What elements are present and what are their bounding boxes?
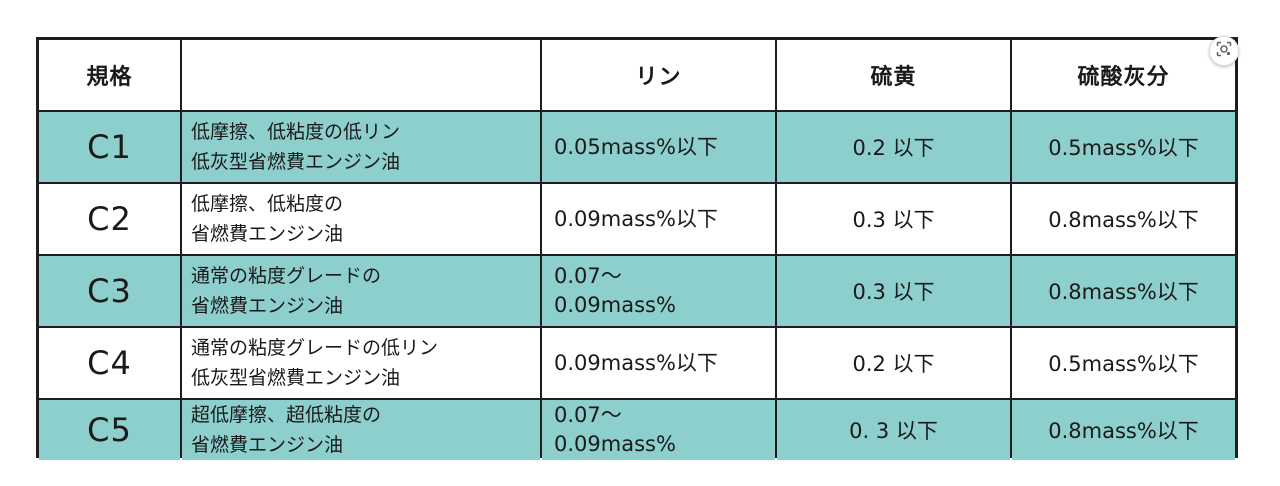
sulfated-ash-cell: 0.5mass%以下 [1012,328,1235,398]
phosphorus-cell: 0.09mass%以下 [542,184,775,254]
sulfated-ash-cell: 0.8mass%以下 [1012,184,1235,254]
phosphorus-cell: 0.05mass%以下 [542,112,775,182]
description-line: 省燃費エンジン油 [191,223,344,245]
description-line: 低灰型省燃費エンジン油 [191,367,401,389]
phosphorus-line: 0.09mass% [554,293,676,317]
header-sulfur: 硫黄 [777,40,1010,110]
sulfur-cell: 0.2 以下 [777,328,1010,398]
sulfated-ash-cell: 0.8mass%以下 [1012,400,1235,460]
sulfur-cell: 0.3 以下 [777,256,1010,326]
phosphorus-cell: 0.07〜 0.09mass% [542,256,775,326]
header-description [182,40,540,110]
description-line: 低灰型省燃費エンジン油 [191,151,401,173]
phosphorus-line: 0.07〜 [554,403,622,427]
description-line: 省燃費エンジン油 [191,434,344,456]
header-phosphorus: リン [542,40,775,110]
grade-cell: C3 [39,256,180,326]
phosphorus-line: 0.09mass% [554,432,676,456]
sulfur-cell: 0. 3 以下 [777,400,1010,460]
sulfated-ash-cell: 0.5mass%以下 [1012,112,1235,182]
sulfur-cell: 0.2 以下 [777,112,1010,182]
description-line: 省燃費エンジン油 [191,295,344,317]
description-cell: 通常の粘度グレードの低リン 低灰型省燃費エンジン油 [182,328,540,398]
grade-cell: C2 [39,184,180,254]
description-line: 通常の粘度グレードの [191,265,382,287]
visual-search-button[interactable] [1209,36,1239,66]
description-cell: 通常の粘度グレードの 省燃費エンジン油 [182,256,540,326]
grade-cell: C4 [39,328,180,398]
grade-cell: C1 [39,112,180,182]
phosphorus-line: 0.09mass%以下 [554,206,718,231]
sulfated-ash-cell: 0.8mass%以下 [1012,256,1235,326]
phosphorus-cell: 0.07〜 0.09mass% [542,400,775,460]
header-sulfated-ash: 硫酸灰分 [1012,40,1235,110]
phosphorus-line: 0.05mass%以下 [554,134,718,159]
phosphorus-cell: 0.09mass%以下 [542,328,775,398]
description-cell: 低摩擦、低粘度の低リン 低灰型省燃費エンジン油 [182,112,540,182]
description-cell: 超低摩擦、超低粘度の 省燃費エンジン油 [182,400,540,460]
grade-cell: C5 [39,400,180,460]
visual-search-icon [1216,41,1232,61]
description-line: 超低摩擦、超低粘度の [191,404,382,426]
phosphorus-line: 0.09mass%以下 [554,350,718,375]
description-line: 低摩擦、低粘度の低リン [191,121,401,143]
description-line: 低摩擦、低粘度の [191,193,344,215]
sulfur-cell: 0.3 以下 [777,184,1010,254]
header-grade: 規格 [39,40,180,110]
spec-table: 規格 リン 硫黄 硫酸灰分 C1 低摩擦、低粘度の低リン 低灰型省燃費エンジン油… [36,37,1238,460]
description-line: 通常の粘度グレードの低リン [191,337,439,359]
description-cell: 低摩擦、低粘度の 省燃費エンジン油 [182,184,540,254]
phosphorus-line: 0.07〜 [554,264,622,288]
